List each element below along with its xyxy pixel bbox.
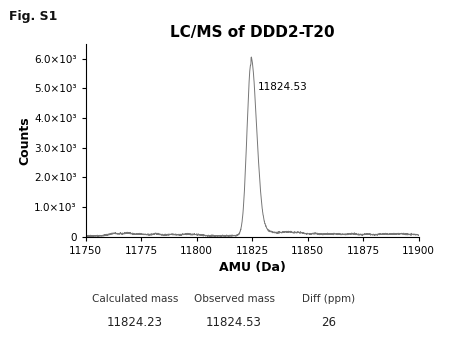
Text: Fig. S1: Fig. S1 [9, 10, 58, 23]
Text: 26: 26 [321, 316, 336, 329]
Text: Diff (ppm): Diff (ppm) [302, 294, 355, 304]
Title: LC/MS of DDD2-T20: LC/MS of DDD2-T20 [170, 25, 334, 40]
Text: Calculated mass: Calculated mass [92, 294, 178, 304]
Y-axis label: Counts: Counts [18, 116, 31, 165]
X-axis label: AMU (Da): AMU (Da) [219, 261, 285, 274]
Text: Observed mass: Observed mass [194, 294, 274, 304]
Text: 11824.23: 11824.23 [107, 316, 163, 329]
Text: 11824.53: 11824.53 [206, 316, 262, 329]
Text: 11824.53: 11824.53 [257, 82, 307, 92]
